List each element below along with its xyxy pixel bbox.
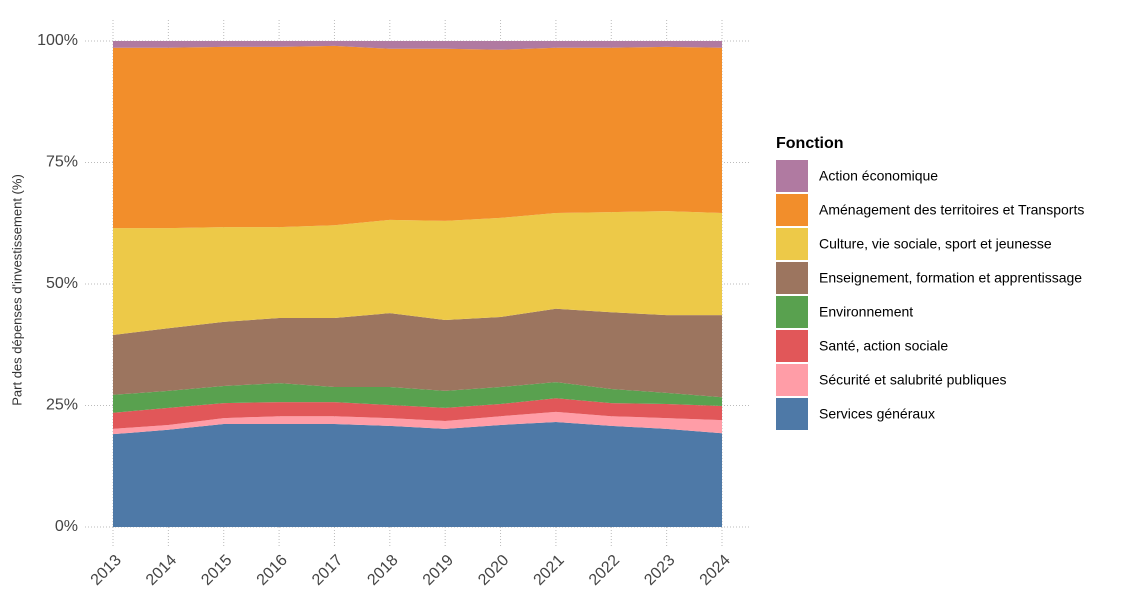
legend-swatch	[776, 296, 808, 328]
x-tick-label: 2020	[475, 552, 512, 589]
x-tick-label: 2021	[531, 552, 568, 589]
y-tick-label: 0%	[55, 518, 78, 535]
legend-label: Santé, action sociale	[819, 338, 948, 354]
legend-swatch	[776, 194, 808, 226]
legend-swatch	[776, 228, 808, 260]
area	[113, 411, 722, 435]
area	[113, 308, 722, 398]
area	[113, 41, 722, 50]
y-tick-label: 75%	[46, 154, 78, 171]
legend-title: Fonction	[776, 135, 844, 152]
legend-label: Action économique	[819, 168, 938, 184]
legend-swatch	[776, 262, 808, 294]
plot-area	[113, 41, 722, 527]
x-tick-label: 2013	[88, 552, 125, 589]
x-tick-label: 2017	[309, 552, 346, 589]
legend-label: Services généraux	[819, 406, 935, 422]
x-tick-label: 2019	[420, 552, 457, 589]
x-tick-label: 2022	[586, 552, 623, 589]
legend-label: Enseignement, formation et apprentissage	[819, 270, 1082, 286]
x-tick-label: 2024	[697, 552, 734, 589]
legend-label: Environnement	[819, 304, 913, 320]
area	[113, 211, 722, 336]
x-tick-label: 2016	[254, 552, 291, 589]
legend-label: Culture, vie sociale, sport et jeunesse	[819, 236, 1052, 252]
x-tick-label: 2018	[364, 552, 401, 589]
area	[113, 422, 722, 527]
legend-swatch	[776, 330, 808, 362]
y-tick-label: 25%	[46, 397, 78, 414]
x-tick-label: 2023	[641, 552, 678, 589]
y-axis-label: Part des dépenses d'investissement (%)	[9, 174, 24, 406]
area	[113, 398, 722, 429]
area	[113, 45, 722, 229]
x-tick-label: 2015	[198, 552, 235, 589]
legend-label: Aménagement des territoires et Transport…	[819, 202, 1084, 218]
legend-swatch	[776, 398, 808, 430]
legend-label: Sécurité et salubrité publiques	[819, 372, 1007, 388]
area	[113, 382, 722, 413]
y-tick-label: 50%	[46, 275, 78, 292]
x-tick-label: 2014	[143, 552, 180, 589]
y-tick-label: 100%	[37, 32, 78, 49]
legend-swatch	[776, 364, 808, 396]
legend-swatch	[776, 160, 808, 192]
